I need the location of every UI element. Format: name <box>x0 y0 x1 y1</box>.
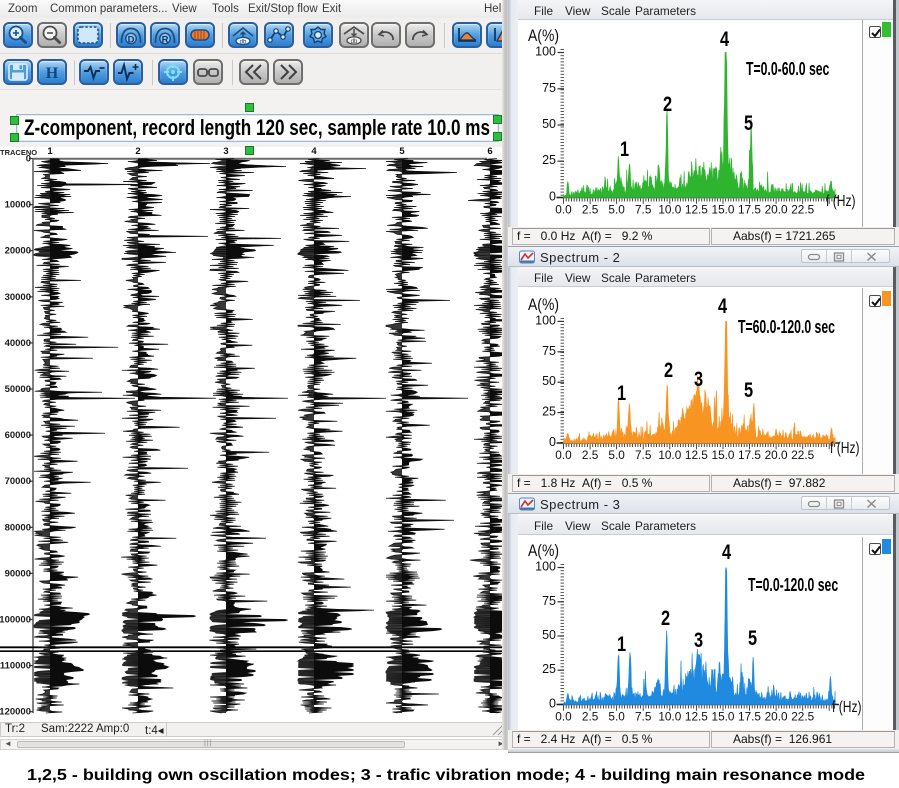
svg-text:5.0: 5.0 <box>608 203 625 217</box>
svg-text:0: 0 <box>549 435 556 449</box>
svg-text:20000: 20000 <box>5 246 31 257</box>
svg-text:50: 50 <box>542 374 556 388</box>
svg-text:0.0: 0.0 <box>555 710 572 724</box>
svg-text:2.5: 2.5 <box>582 448 599 462</box>
svg-text:0: 0 <box>549 190 556 204</box>
svg-text:15.0: 15.0 <box>712 448 735 462</box>
svg-text:12.5: 12.5 <box>685 203 708 217</box>
svg-text:12.5: 12.5 <box>685 710 708 724</box>
svg-text:0: 0 <box>549 697 556 711</box>
svg-text:1,2,5 - building own oscillati: 1,2,5 - building own oscillation modes; … <box>27 767 865 784</box>
svg-text:17.5: 17.5 <box>738 203 761 217</box>
svg-text:Z-component, record length 120: Z-component, record length 120 sec, samp… <box>24 115 490 140</box>
svg-text:7.5: 7.5 <box>635 710 652 724</box>
svg-text:25: 25 <box>542 662 556 676</box>
svg-text:100000: 100000 <box>0 615 31 626</box>
svg-text:7.5: 7.5 <box>635 448 652 462</box>
svg-text:10.0: 10.0 <box>658 448 681 462</box>
svg-text:75: 75 <box>542 594 556 608</box>
svg-text:H: H <box>46 65 59 82</box>
svg-text:R: R <box>162 34 169 45</box>
svg-text:70000: 70000 <box>5 476 31 487</box>
svg-text:25: 25 <box>542 405 556 419</box>
svg-text:17.5: 17.5 <box>738 448 761 462</box>
svg-text:100: 100 <box>535 560 556 574</box>
svg-text:10.0: 10.0 <box>658 203 681 217</box>
svg-text:0.0: 0.0 <box>555 448 572 462</box>
svg-text:15.0: 15.0 <box>712 710 735 724</box>
svg-text:db: db <box>240 40 247 46</box>
svg-text:D: D <box>128 34 135 45</box>
svg-text:7.5: 7.5 <box>635 203 652 217</box>
svg-text:50: 50 <box>542 117 556 131</box>
svg-text:100: 100 <box>535 45 556 59</box>
svg-text:20.0: 20.0 <box>765 203 788 217</box>
svg-text:75: 75 <box>542 81 556 95</box>
svg-text:22.5: 22.5 <box>791 710 814 724</box>
svg-text:10.0: 10.0 <box>658 710 681 724</box>
svg-text:50: 50 <box>542 628 556 642</box>
svg-text:10000: 10000 <box>5 200 31 211</box>
svg-text:80000: 80000 <box>5 522 31 533</box>
svg-text:20.0: 20.0 <box>765 710 788 724</box>
svg-text:30000: 30000 <box>5 292 31 303</box>
svg-text:100: 100 <box>535 313 556 327</box>
svg-text:12.5: 12.5 <box>685 448 708 462</box>
svg-text:22.5: 22.5 <box>791 448 814 462</box>
svg-text:110000: 110000 <box>0 661 31 672</box>
svg-text:5.0: 5.0 <box>608 448 625 462</box>
svg-text:17.5: 17.5 <box>738 710 761 724</box>
svg-text:60000: 60000 <box>5 430 31 441</box>
svg-text:db: db <box>351 39 358 45</box>
svg-text:20.0: 20.0 <box>765 448 788 462</box>
svg-text:120000: 120000 <box>0 707 31 718</box>
svg-text:50000: 50000 <box>5 384 31 395</box>
svg-text:0.0: 0.0 <box>555 203 572 217</box>
svg-text:22.5: 22.5 <box>791 203 814 217</box>
svg-text:15.0: 15.0 <box>712 203 735 217</box>
svg-text:2.5: 2.5 <box>582 203 599 217</box>
svg-text:25: 25 <box>542 153 556 167</box>
svg-text:2.5: 2.5 <box>582 710 599 724</box>
svg-text:90000: 90000 <box>5 568 31 579</box>
svg-text:40000: 40000 <box>5 338 31 349</box>
svg-text:75: 75 <box>542 344 556 358</box>
svg-text:0: 0 <box>26 154 31 165</box>
svg-text:5.0: 5.0 <box>608 710 625 724</box>
